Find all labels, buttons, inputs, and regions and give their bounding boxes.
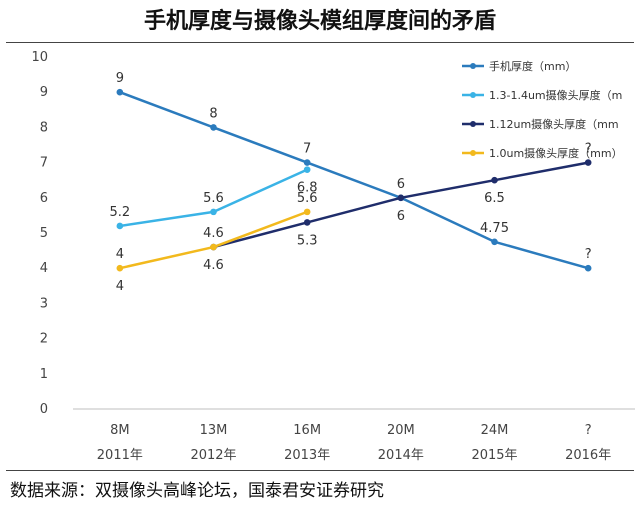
series-3-point [303, 219, 311, 226]
data-label: ? [585, 247, 592, 262]
data-label: 6.8 [297, 181, 318, 196]
data-label: 5.6 [297, 191, 318, 206]
series-1-point [584, 264, 592, 272]
y-tick-label: 2 [40, 332, 48, 347]
data-label: 4.75 [480, 221, 509, 236]
data-label: 4 [116, 279, 124, 294]
y-tick-label: 8 [40, 120, 48, 135]
series-2-point [303, 166, 311, 173]
legend-label-4: 1.0um摄像头厚度（mm） [489, 146, 623, 160]
series-1-point [491, 238, 498, 246]
series-3-point [584, 159, 592, 166]
series-2-point [210, 208, 217, 216]
series-line-3 [213, 161, 589, 249]
x-tick-label-resolution: ? [585, 423, 592, 438]
data-label: 4.6 [203, 226, 224, 241]
data-label: 5.6 [203, 191, 224, 206]
series-2-point [116, 222, 124, 230]
series-1-point [116, 88, 124, 96]
source-note: 数据来源：双摄像头高峰论坛，国泰君安证券研究 [10, 481, 384, 501]
title-divider [6, 42, 634, 43]
series-1-point [210, 124, 217, 131]
y-tick-label: 1 [40, 367, 48, 382]
series-4-point [116, 264, 124, 272]
legend-marker-1 [470, 63, 476, 69]
series-3-point [491, 176, 498, 184]
y-tick-label: 4 [40, 261, 48, 276]
series-4-point [303, 208, 311, 216]
data-label: 6 [397, 209, 405, 224]
chart-title: 手机厚度与摄像头模组厚度间的矛盾 [143, 8, 496, 34]
x-tick-label-year: 2016年 [565, 448, 611, 463]
y-tick-label: 0 [40, 402, 48, 417]
x-tick-label-year: 2014年 [378, 448, 424, 463]
y-tick-label: 6 [40, 191, 48, 206]
series-3-point [397, 194, 405, 202]
series-layer [116, 88, 592, 272]
y-tick-label: 3 [40, 296, 48, 311]
y-tick-label: 5 [40, 226, 48, 241]
x-tick-label-resolution: 16M [293, 423, 321, 438]
x-tick-label-resolution: 8M [110, 423, 130, 438]
x-tick-label-year: 2013年 [284, 448, 330, 463]
series-4-point [210, 243, 217, 251]
x-tick-label-year: 2012年 [190, 448, 236, 463]
data-label: 6 [397, 177, 405, 192]
data-label: 8 [209, 106, 217, 121]
legend-label-3: 1.12um摄像头厚度（mm [489, 117, 619, 131]
source-divider [6, 470, 634, 471]
x-tick-label-year: 2011年 [97, 448, 143, 463]
y-tick-label: 10 [31, 50, 48, 65]
x-tick-label-resolution: 13M [200, 423, 228, 438]
series-line-1 [119, 91, 589, 270]
data-label: 4 [116, 247, 124, 262]
data-label: 7 [303, 142, 311, 157]
legend-marker-3 [470, 121, 476, 127]
data-label: 9 [116, 71, 124, 86]
data-label: 4.6 [203, 258, 224, 273]
legend-label-1: 手机厚度（mm） [489, 59, 576, 73]
legend-marker-4 [470, 150, 476, 156]
x-tick-label-year: 2015年 [471, 448, 517, 463]
data-label: 5.3 [297, 233, 318, 248]
x-tick-label-resolution: 20M [387, 423, 415, 438]
legend-marker-2 [470, 92, 476, 98]
axis-layer: 0 1 2 3 4 5 6 7 8 9 10 8M 13M 16M 20M 24M ? 2011年 2012年 201… [31, 50, 635, 463]
y-tick-label: 7 [40, 156, 48, 171]
data-label: 5.2 [109, 205, 130, 220]
legend: 手机厚度（mm） 1.3-1.4um摄像头厚度（m 1.12um摄像头厚度（mm 1.… [462, 59, 623, 160]
legend-label-2: 1.3-1.4um摄像头厚度（m [489, 88, 622, 102]
x-tick-label-resolution: 24M [481, 423, 509, 438]
data-label: ? [585, 142, 592, 157]
y-tick-label: 9 [40, 85, 48, 100]
data-label: 6.5 [484, 191, 505, 206]
series-1-point [303, 159, 311, 166]
line-chart: 0 1 2 3 4 5 6 7 8 9 10 8M 13M 16M 20M 24M ? 2011年 2012年 201… [31, 50, 635, 463]
